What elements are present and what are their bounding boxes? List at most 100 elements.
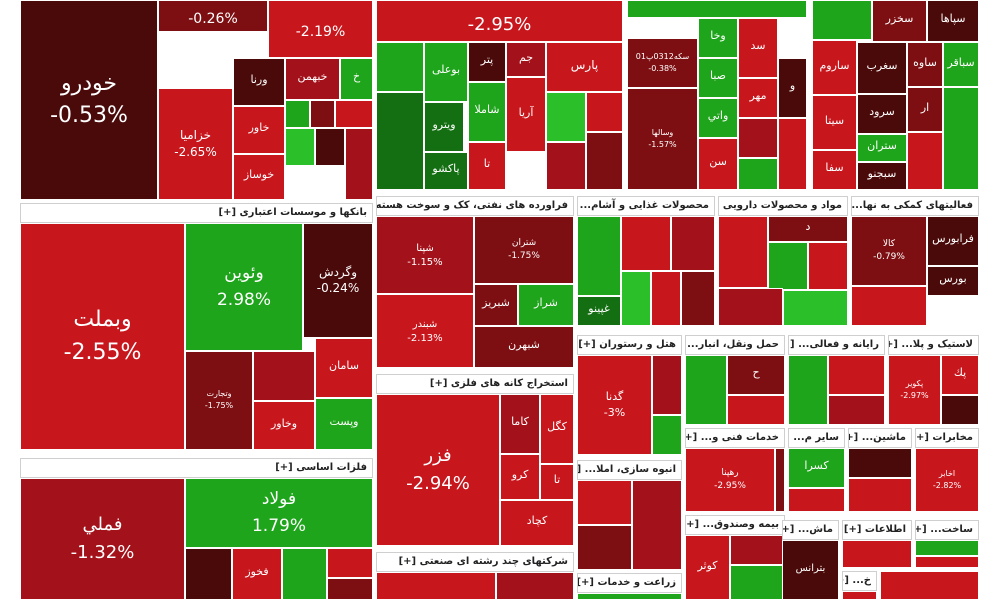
stock-tile[interactable] (546, 142, 586, 190)
stock-tile[interactable] (621, 216, 671, 271)
stock-tile[interactable]: سد (738, 18, 778, 78)
sector-header[interactable]: رایانه و فعالی... [+] (788, 335, 885, 355)
stock-tile[interactable] (586, 92, 623, 132)
sector-header[interactable]: اطلاعات [+] (842, 520, 912, 540)
stock-tile[interactable] (627, 0, 807, 18)
stock-tile[interactable] (253, 351, 315, 401)
sector-header[interactable]: محصولات غذایی و آشام... [+] (577, 196, 715, 216)
stock-tile[interactable] (738, 158, 778, 190)
stock-tile[interactable] (376, 572, 496, 600)
stock-tile[interactable] (327, 578, 373, 600)
stock-tile[interactable] (285, 100, 310, 128)
stock-tile[interactable] (880, 571, 979, 600)
stock-tile[interactable]: ح (727, 355, 785, 395)
stock-tile[interactable]: شتران -1.75% (474, 216, 574, 284)
stock-tile[interactable] (685, 355, 727, 425)
stock-tile[interactable]: خودرو -0.53% (20, 0, 158, 200)
sector-header[interactable]: ماش... [+] (782, 520, 839, 540)
stock-tile[interactable]: ساروم (812, 40, 857, 95)
sector-header[interactable]: استخراج کانه های فلزی [+] (376, 374, 574, 394)
stock-tile[interactable]: خ (340, 58, 373, 100)
stock-tile[interactable] (651, 271, 681, 326)
sector-header[interactable]: فلزات اساسی [+] (20, 458, 373, 478)
stock-tile[interactable] (828, 355, 885, 395)
stock-tile[interactable]: واتي (698, 98, 738, 138)
stock-tile[interactable]: سخزر (872, 0, 927, 42)
stock-tile[interactable]: -2.95% (376, 0, 623, 42)
stock-tile[interactable] (632, 480, 682, 570)
stock-tile[interactable] (768, 242, 808, 290)
stock-tile[interactable] (496, 572, 574, 600)
stock-tile[interactable] (842, 540, 912, 568)
stock-tile[interactable] (808, 242, 848, 290)
stock-tile[interactable]: شاملا (468, 82, 506, 142)
stock-tile[interactable] (915, 556, 979, 568)
sector-header[interactable]: مواد و محصولات دارویی [+] (718, 196, 848, 216)
stock-tile[interactable]: بوعلی (424, 42, 468, 102)
stock-tile[interactable]: سفا (812, 150, 857, 190)
stock-tile[interactable]: ستران (857, 134, 907, 162)
stock-tile[interactable]: شپنا -1.15% (376, 216, 474, 294)
stock-tile[interactable]: وخا (698, 18, 738, 58)
sector-header[interactable]: فعالیتهای کمکی به نها... [+] (851, 196, 979, 216)
stock-tile[interactable] (842, 591, 877, 600)
stock-tile[interactable] (778, 118, 807, 190)
stock-tile[interactable]: و (778, 58, 807, 118)
stock-tile[interactable] (812, 0, 872, 40)
stock-tile[interactable] (586, 132, 623, 190)
sector-header[interactable]: بیمه وصندوق... [+] (685, 515, 785, 535)
stock-tile[interactable]: فزر -2.94% (376, 394, 500, 546)
stock-tile[interactable]: ساوه (907, 42, 943, 87)
stock-tile[interactable] (652, 415, 682, 455)
stock-tile[interactable]: -0.26% (158, 0, 268, 32)
stock-tile[interactable] (730, 535, 785, 565)
stock-tile[interactable]: بورس (927, 266, 979, 296)
stock-tile[interactable]: کاما (500, 394, 540, 454)
stock-tile[interactable] (621, 271, 651, 326)
stock-tile[interactable]: پارس (546, 42, 623, 92)
sector-header[interactable]: ماشین... [+] (848, 428, 912, 448)
stock-tile[interactable] (848, 478, 912, 512)
stock-tile[interactable] (718, 288, 783, 326)
stock-tile[interactable]: سیتا (812, 95, 857, 150)
stock-tile[interactable]: سپاها (927, 0, 979, 42)
stock-tile[interactable]: ار (907, 87, 943, 132)
stock-tile[interactable]: کالا -0.79% (851, 216, 927, 286)
stock-tile[interactable]: بترانس (782, 540, 839, 600)
stock-tile[interactable]: وسالها -1.57% (627, 88, 698, 190)
stock-tile[interactable]: اخابر -2.82% (915, 448, 979, 512)
stock-tile[interactable]: خاور (233, 106, 285, 154)
stock-tile[interactable]: وگردش -0.24% (303, 223, 373, 338)
stock-tile[interactable]: سن (698, 138, 738, 190)
stock-tile[interactable] (943, 87, 979, 190)
stock-tile[interactable]: پك (941, 355, 979, 395)
stock-tile[interactable]: سرود (857, 94, 907, 134)
stock-tile[interactable]: ورنا (233, 58, 285, 106)
stock-tile[interactable]: خوساز (233, 154, 285, 200)
stock-tile[interactable]: کچاد (500, 500, 574, 546)
stock-tile[interactable] (577, 480, 632, 525)
stock-tile[interactable] (315, 128, 345, 166)
stock-tile[interactable] (345, 128, 373, 200)
stock-tile[interactable] (718, 216, 768, 288)
stock-tile[interactable]: شبندر -2.13% (376, 294, 474, 368)
stock-tile[interactable] (783, 290, 848, 326)
sector-header[interactable]: مخابرات [+] (915, 428, 979, 448)
sector-header[interactable]: ساخت... [+] (915, 520, 979, 540)
stock-tile[interactable]: کرو (500, 454, 540, 500)
stock-tile[interactable] (907, 132, 943, 190)
stock-tile[interactable] (327, 548, 373, 578)
stock-tile[interactable] (738, 118, 778, 158)
stock-tile[interactable] (788, 355, 828, 425)
stock-tile[interactable] (681, 271, 715, 326)
stock-tile[interactable]: گدنا -3% (577, 355, 652, 455)
stock-tile[interactable]: فرابورس (927, 216, 979, 266)
stock-tile[interactable]: وئوین 2.98% (185, 223, 303, 351)
sector-header[interactable]: خ... [+] (842, 571, 877, 591)
sector-header[interactable]: خدمات فنی و... [+] (685, 428, 785, 448)
stock-tile[interactable] (851, 286, 927, 326)
stock-tile[interactable] (577, 216, 621, 296)
stock-tile[interactable]: تا (468, 142, 506, 190)
sector-header[interactable]: سایر م... [+] (788, 428, 845, 448)
stock-tile[interactable] (185, 548, 232, 600)
